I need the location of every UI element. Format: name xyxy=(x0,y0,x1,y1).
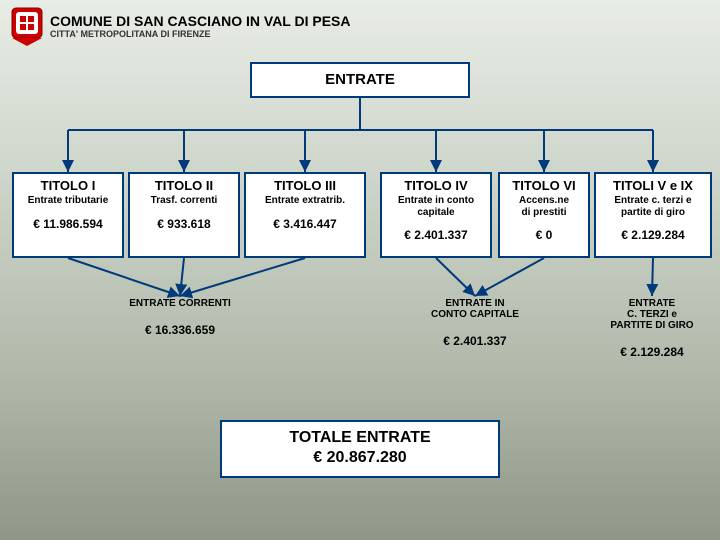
titolo-desc: Entrate c. terzi epartite di giro xyxy=(598,195,708,218)
total-amount: € 20.867.280 xyxy=(222,449,498,467)
root-entrate: ENTRATE xyxy=(250,62,470,98)
group-amount: € 2.401.337 xyxy=(410,334,540,348)
group-0: ENTRATE CORRENTI € 16.336.659 xyxy=(90,298,270,337)
titolo-amount: € 3.416.447 xyxy=(248,217,362,231)
titolo-title: TITOLO VI xyxy=(502,178,586,193)
titolo-title: TITOLO II xyxy=(132,178,236,193)
titolo-box-2: TITOLO III Entrate extratrib. € 3.416.44… xyxy=(244,172,366,258)
crest-icon xyxy=(10,6,44,46)
group-title: ENTRATEC. TERZI ePARTITE DI GIRO xyxy=(588,298,716,331)
titolo-box-3: TITOLO IV Entrate in contocapitale € 2.4… xyxy=(380,172,492,258)
total-box: TOTALE ENTRATE € 20.867.280 xyxy=(220,420,500,478)
header-subtitle: CITTA' METROPOLITANA DI FIRENZE xyxy=(50,29,351,39)
header-title: COMUNE DI SAN CASCIANO IN VAL DI PESA xyxy=(50,13,351,29)
header: COMUNE DI SAN CASCIANO IN VAL DI PESA CI… xyxy=(0,0,720,52)
group-amount: € 2.129.284 xyxy=(588,345,716,359)
group-amount: € 16.336.659 xyxy=(90,323,270,337)
titolo-amount: € 0 xyxy=(502,228,586,242)
titolo-amount: € 11.986.594 xyxy=(16,217,120,231)
titolo-desc: Entrate in contocapitale xyxy=(384,195,488,218)
group-title: ENTRATE CORRENTI xyxy=(90,298,270,309)
titolo-desc: Entrate tributarie xyxy=(16,195,120,207)
group-title: ENTRATE INCONTO CAPITALE xyxy=(410,298,540,320)
titolo-title: TITOLO III xyxy=(248,178,362,193)
titolo-box-5: TITOLI V e IX Entrate c. terzi epartite … xyxy=(594,172,712,258)
titolo-box-0: TITOLO I Entrate tributarie € 11.986.594 xyxy=(12,172,124,258)
titolo-amount: € 2.401.337 xyxy=(384,228,488,242)
titolo-desc: Entrate extratrib. xyxy=(248,195,362,207)
group-2: ENTRATEC. TERZI ePARTITE DI GIRO € 2.129… xyxy=(588,298,716,359)
total-label: TOTALE ENTRATE xyxy=(222,429,498,447)
titolo-box-4: TITOLO VI Accens.nedi prestiti € 0 xyxy=(498,172,590,258)
titolo-desc: Trasf. correnti xyxy=(132,195,236,207)
titolo-desc: Accens.nedi prestiti xyxy=(502,195,586,218)
titolo-amount: € 2.129.284 xyxy=(598,228,708,242)
titolo-title: TITOLO I xyxy=(16,178,120,193)
titolo-box-1: TITOLO II Trasf. correnti € 933.618 xyxy=(128,172,240,258)
titolo-title: TITOLI V e IX xyxy=(598,178,708,193)
root-label: ENTRATE xyxy=(252,71,468,88)
titolo-title: TITOLO IV xyxy=(384,178,488,193)
titolo-amount: € 933.618 xyxy=(132,217,236,231)
group-1: ENTRATE INCONTO CAPITALE € 2.401.337 xyxy=(410,298,540,348)
